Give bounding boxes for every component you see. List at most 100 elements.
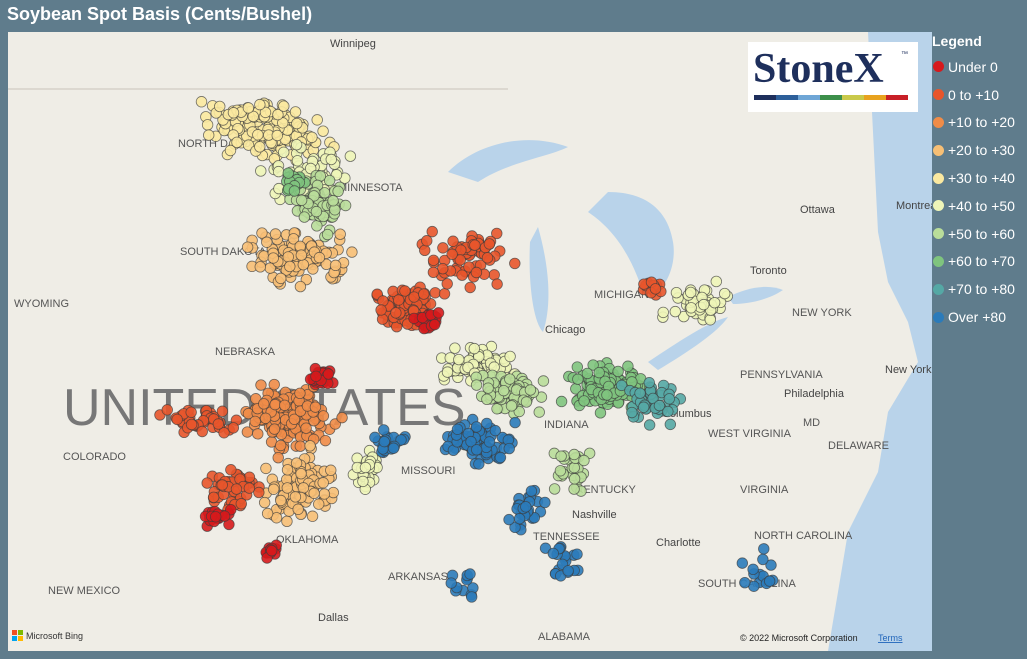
location-dot [539,496,551,509]
location-dot [587,359,599,371]
location-dot [272,451,284,464]
legend-swatch [933,61,944,73]
location-dot [456,269,468,281]
legend-label: Under 0 [948,58,998,75]
place-label: DELAWARE [828,440,889,452]
location-dot [441,366,454,378]
legend-swatch [933,311,944,323]
location-dot [210,511,222,523]
location-dot [295,194,308,206]
location-dot [318,488,331,500]
legend-swatch [933,283,944,295]
location-dot [247,110,259,123]
place-label: WEST VIRGINIA [708,428,792,440]
legend-item[interactable]: +50 to +60 [932,220,1015,248]
location-dot [593,366,605,379]
place-label: Charlotte [656,537,701,549]
location-dot [314,170,327,182]
place-label: NEW MEXICO [48,585,121,597]
place-label: WYOMING [14,298,69,310]
legend-item[interactable]: +60 to +70 [932,248,1015,276]
location-dot [649,283,662,295]
location-dot [344,150,357,162]
location-dot [269,398,281,411]
legend-swatch [933,228,944,240]
location-dot [307,263,319,275]
location-dot [297,482,310,494]
legend-item[interactable]: +20 to +30 [932,136,1015,164]
legend-item[interactable]: +40 to +50 [932,192,1015,220]
location-dot [489,424,502,437]
location-dot [432,307,445,319]
place-label: COLORADO [63,451,126,463]
location-dot [594,407,607,419]
location-dot [568,483,580,495]
terms-link[interactable]: Terms [878,633,903,643]
lake-ontario [728,286,783,304]
location-dot [708,297,721,309]
place-label: MISSOURI [401,465,455,477]
location-dot [378,424,390,436]
location-dot [568,461,580,474]
location-dot [267,483,280,495]
location-dot [259,106,272,119]
location-dot [503,442,515,455]
location-dot [291,117,303,130]
location-dot [252,428,264,440]
location-dot [568,448,580,461]
location-dot [670,286,683,299]
location-dot [548,483,561,495]
location-dot [317,125,329,137]
land [8,32,932,651]
location-dot [249,415,261,428]
place-label: Dallas [318,612,349,624]
location-dot [327,195,339,207]
legend-item[interactable]: Under 0 [932,53,1015,81]
lake-huron [588,192,674,294]
location-dot [310,370,322,383]
location-dot [325,464,337,476]
location-dot [322,368,335,380]
location-dot [321,228,334,241]
location-dot [685,302,697,314]
location-dot [437,242,449,254]
location-dot [470,379,483,391]
location-dot [295,249,308,261]
location-dot [287,233,300,245]
location-dot [275,494,287,507]
location-dot [454,254,466,266]
location-dot [268,378,280,391]
location-dot [643,419,656,431]
location-dot [408,291,420,303]
location-dot [764,575,776,587]
legend-item[interactable]: +30 to +40 [932,164,1015,192]
location-dot [547,547,559,560]
logo-stripe [842,95,864,100]
location-dot [346,246,358,258]
legend-item[interactable]: +10 to +20 [932,109,1015,137]
location-dot [427,266,440,278]
logo-stripe [864,95,886,100]
location-dot [447,235,459,247]
location-dot [261,507,274,520]
location-dot [313,498,325,510]
location-dot [482,382,494,394]
location-dot [465,435,477,448]
location-dot [289,491,302,503]
place-label: ALABAMA [538,631,591,643]
legend: Legend Under 0 0 to +10 +10 to +20 +20 to +… [932,33,1015,331]
location-dot [539,542,552,554]
legend-label: +30 to +40 [948,170,1015,187]
location-dot [212,418,225,430]
legend-item[interactable]: 0 to +10 [932,81,1015,109]
location-dot [274,439,287,452]
location-dot [657,306,669,319]
legend-item[interactable]: +70 to +80 [932,275,1015,303]
location-dot [336,411,348,424]
location-dot [256,227,268,239]
place-label: VIRGINIA [740,484,789,496]
copyright: © 2022 Microsoft Corporation [740,633,858,643]
location-dot [465,591,478,603]
legend-item[interactable]: Over +80 [932,303,1015,331]
location-dot [195,96,208,108]
